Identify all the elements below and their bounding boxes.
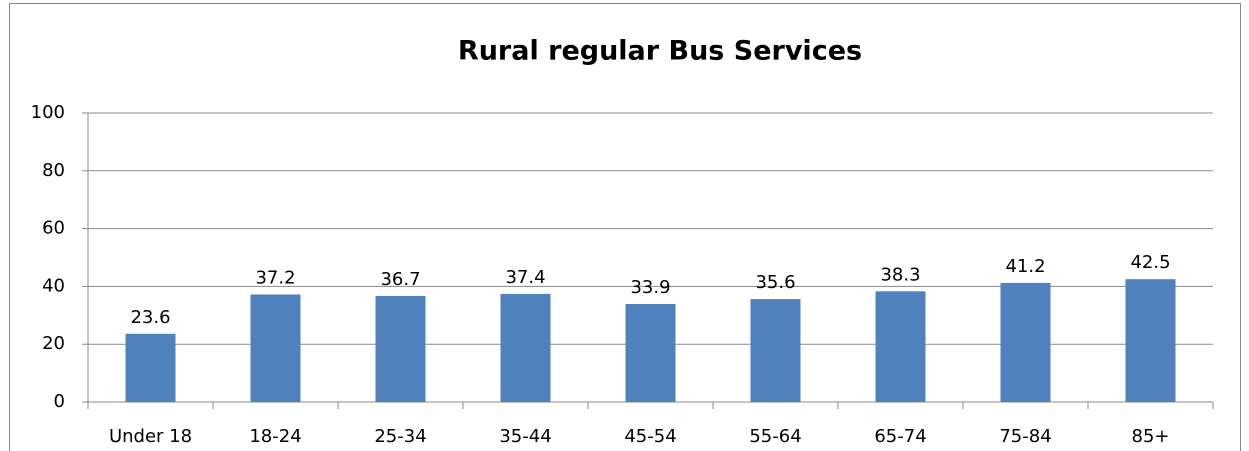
data-label: 37.2: [255, 267, 295, 288]
x-tick-label: Under 18: [109, 426, 192, 447]
data-label: 36.7: [380, 269, 420, 290]
bar: [125, 333, 176, 402]
chart-title: Rural regular Bus Services: [458, 36, 862, 67]
data-label: 23.6: [130, 307, 170, 328]
data-label: 38.3: [880, 264, 920, 285]
bar: [625, 304, 676, 402]
x-tick-label: 85+: [1132, 426, 1170, 447]
data-label: 41.2: [1005, 256, 1045, 277]
y-tick-label: 60: [42, 218, 65, 239]
y-tick-label: 80: [42, 160, 65, 181]
y-tick-label: 40: [42, 275, 65, 296]
bar: [875, 291, 926, 402]
x-tick-label: 25-34: [374, 426, 426, 447]
chart-border: [9, 3, 1241, 451]
x-tick-label: 55-64: [749, 426, 801, 447]
x-tick-label: 65-74: [874, 426, 926, 447]
data-label: 37.4: [505, 267, 545, 288]
x-tick-label: 35-44: [499, 426, 551, 447]
x-tick-label: 18-24: [249, 426, 301, 447]
bar: [250, 294, 301, 402]
x-tick-label: 45-54: [624, 426, 676, 447]
data-label: 42.5: [1130, 252, 1170, 273]
bar: [375, 295, 426, 402]
y-tick-label: 20: [42, 333, 65, 354]
bar: [500, 293, 551, 402]
bar: [750, 299, 801, 402]
y-tick-label: 100: [31, 102, 65, 123]
bar: [1000, 282, 1051, 402]
bar: [1125, 279, 1176, 402]
y-tick-label: 0: [54, 391, 65, 412]
x-tick-label: 75-84: [999, 426, 1051, 447]
data-label: 33.9: [630, 277, 670, 298]
data-label: 35.6: [755, 272, 795, 293]
